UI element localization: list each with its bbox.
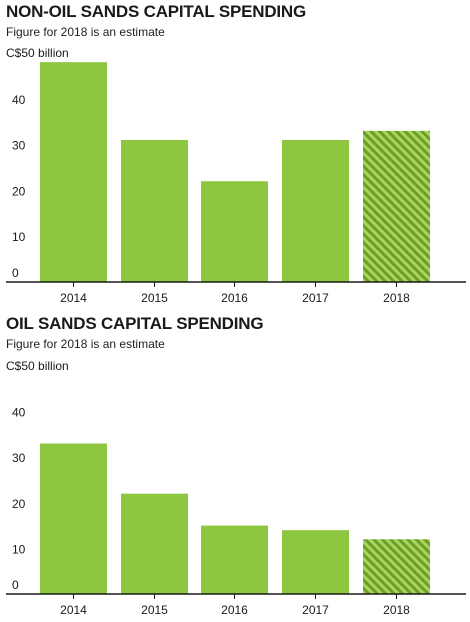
bar-estimate — [363, 130, 430, 282]
x-tick-label: 2015 — [141, 291, 168, 305]
bar — [121, 140, 188, 282]
y-tick-label: 10 — [12, 542, 26, 556]
y-tick-label: 20 — [12, 497, 26, 511]
chart-plot: C$50 billion 0 10 20 30 40 2014 2015 2016 2017 201… — [6, 46, 466, 305]
chart-title: NON-OIL SANDS CAPITAL SPENDING — [6, 2, 307, 21]
x-tick-label: 2016 — [221, 603, 248, 617]
y-tick-label: 0 — [12, 578, 19, 592]
y-tick-label: 0 — [12, 266, 19, 280]
x-tick-label: 2014 — [60, 603, 87, 617]
x-tick-label: 2018 — [383, 603, 410, 617]
y-tick-label: 40 — [12, 406, 26, 420]
chart-subtitle: Figure for 2018 is an estimate — [6, 25, 165, 39]
x-tick-label: 2017 — [302, 603, 329, 617]
chart-oil-sands: OIL SANDS CAPITAL SPENDING Figure for 20… — [0, 312, 470, 622]
bar — [121, 493, 188, 594]
chart-subtitle: Figure for 2018 is an estimate — [6, 337, 165, 351]
chart-plot: C$50 billion 0 10 20 30 40 2014 2015 2016 2017 201… — [6, 359, 466, 617]
bar — [40, 62, 107, 282]
bar-estimate — [363, 539, 430, 594]
x-tick-label: 2015 — [141, 603, 168, 617]
bar — [40, 443, 107, 594]
x-tick-label: 2014 — [60, 291, 87, 305]
bar — [201, 525, 268, 594]
bar — [282, 140, 349, 282]
bar — [282, 530, 349, 594]
y-tick-label: 40 — [12, 93, 26, 107]
x-tick-label: 2016 — [221, 291, 248, 305]
chart-title: OIL SANDS CAPITAL SPENDING — [6, 314, 264, 333]
y-tick-label: 30 — [12, 139, 26, 153]
x-tick-label: 2017 — [302, 291, 329, 305]
y-axis-unit-label: C$50 billion — [6, 46, 69, 60]
y-tick-label: 10 — [12, 230, 26, 244]
x-tick-label: 2018 — [383, 291, 410, 305]
y-tick-label: 30 — [12, 451, 26, 465]
y-tick-label: 20 — [12, 184, 26, 198]
y-axis-unit-label: C$50 billion — [6, 359, 69, 373]
chart-non-oil-sands: NON-OIL SANDS CAPITAL SPENDING Figure fo… — [6, 2, 466, 305]
bar — [201, 181, 268, 282]
